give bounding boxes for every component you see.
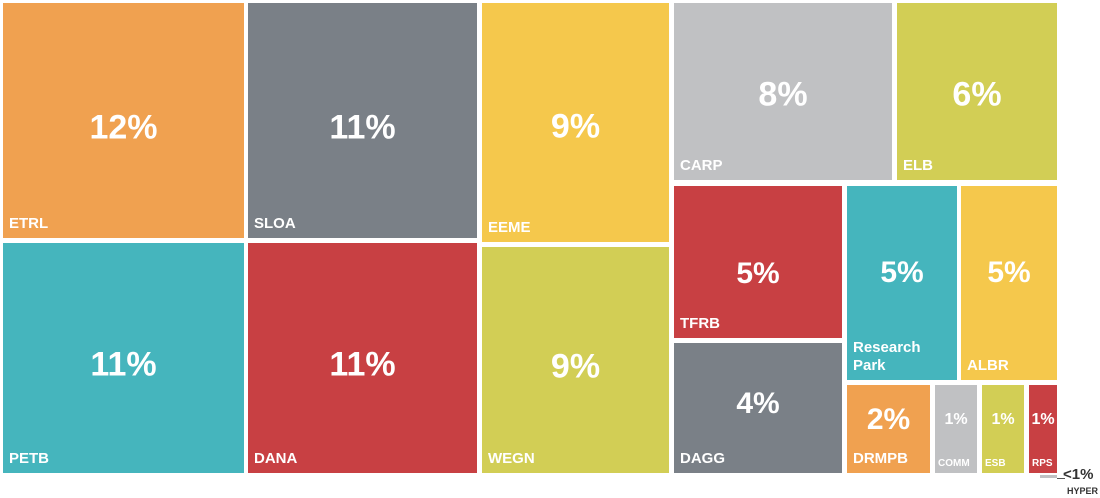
value-label: 11%	[329, 345, 396, 384]
value-label: 9%	[550, 107, 601, 146]
value-label: 11%	[90, 345, 157, 384]
cell-label: TFRB	[680, 315, 720, 332]
cell-label: EEME	[488, 219, 531, 236]
leader-line	[1057, 478, 1065, 479]
treemap-cell: 5% ALBR	[961, 186, 1057, 380]
treemap-cell: 5% Research Park	[847, 186, 957, 380]
treemap-cell: 1% ESB	[982, 385, 1024, 473]
value-label: 5%	[880, 256, 924, 290]
cell-label: Research Park	[853, 339, 921, 374]
cell-label: HYPER	[1067, 486, 1099, 496]
cell-label: ETRL	[9, 215, 49, 232]
treemap-cell: 2% DRMPB	[847, 385, 930, 473]
value-label: 1%	[1031, 411, 1055, 429]
treemap-cell: 9% WEGN	[482, 247, 669, 473]
value-label: 5%	[987, 256, 1031, 290]
value-label: 4%	[736, 387, 780, 421]
treemap-cell: 11% PETB	[3, 243, 244, 473]
treemap-cell: 6% ELB	[897, 3, 1057, 180]
treemap-cell: 4% DAGG	[674, 343, 842, 473]
value-label: 11%	[329, 108, 396, 147]
cell-label: SLOA	[254, 215, 296, 232]
treemap-cell: 1% COMM	[935, 385, 977, 473]
value-label: 8%	[758, 75, 808, 114]
value-label: 12%	[89, 108, 158, 147]
cell-label: ELB	[903, 157, 933, 174]
cell-label: COMM	[938, 458, 970, 469]
value-label: 1%	[991, 411, 1015, 429]
treemap-cell: 8% CARP	[674, 3, 892, 180]
treemap-cell: 1% RPS	[1029, 385, 1057, 473]
cell-label: CARP	[680, 157, 723, 174]
cell-label: WEGN	[488, 450, 535, 467]
value-label: 9%	[550, 347, 601, 386]
value-label: 2%	[866, 403, 911, 437]
treemap-cell	[1040, 475, 1057, 478]
cell-label: RPS	[1032, 458, 1053, 469]
cell-label: ESB	[985, 458, 1006, 469]
treemap-cell: 5% TFRB	[674, 186, 842, 338]
cell-label: PETB	[9, 450, 50, 467]
value-label: 5%	[736, 257, 780, 291]
cell-label: ALBR	[967, 357, 1009, 374]
cell-label: DAGG	[680, 450, 725, 467]
value-label: 6%	[952, 75, 1002, 114]
treemap-cell: 11% SLOA	[248, 3, 477, 238]
treemap-cell: 12% ETRL	[3, 3, 244, 238]
value-label: 1%	[944, 411, 968, 429]
value-label: <1%	[1063, 466, 1094, 483]
treemap-cell: 11% DANA	[248, 243, 477, 473]
cell-label: DANA	[254, 450, 298, 467]
treemap-cell: 9% EEME	[482, 3, 669, 242]
cell-label: DRMPB	[853, 450, 908, 467]
